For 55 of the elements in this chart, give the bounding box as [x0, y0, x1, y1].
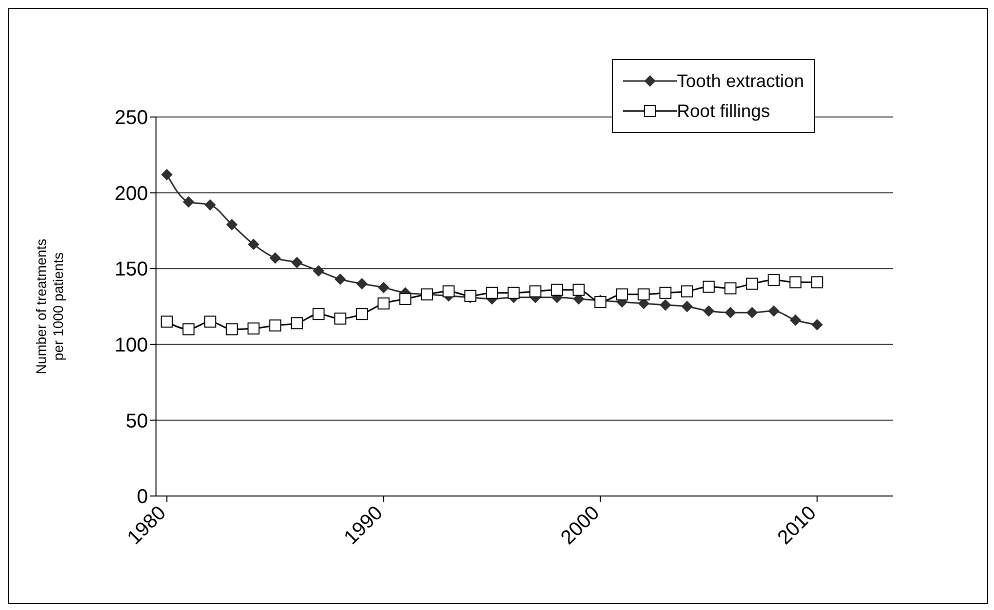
point	[703, 306, 714, 317]
point	[226, 219, 238, 230]
point	[161, 169, 172, 180]
point	[572, 284, 585, 296]
point	[702, 280, 715, 293]
point	[226, 323, 238, 336]
point	[529, 285, 542, 298]
y-tick-label: 150	[114, 258, 148, 281]
point	[486, 286, 498, 299]
point	[746, 278, 758, 290]
point	[508, 286, 520, 299]
point	[183, 196, 194, 208]
point	[204, 199, 216, 210]
point	[768, 274, 780, 286]
point	[659, 286, 672, 299]
point	[290, 317, 303, 330]
point	[356, 278, 368, 290]
point	[682, 301, 693, 312]
point	[442, 285, 455, 298]
point	[724, 307, 736, 318]
y-tick-label: 50	[126, 410, 148, 432]
point	[291, 257, 302, 268]
point	[681, 285, 694, 298]
point	[270, 252, 281, 264]
point	[378, 297, 390, 310]
point	[789, 276, 802, 288]
point	[269, 319, 282, 332]
point	[399, 292, 412, 305]
point	[616, 288, 628, 300]
point	[790, 314, 801, 326]
point	[356, 308, 368, 320]
point	[660, 299, 671, 310]
y-tick-label: 200	[114, 182, 148, 205]
point	[204, 316, 216, 328]
y-tick-label: 0	[136, 486, 148, 508]
legend-label: Tooth extraction	[676, 70, 804, 92]
point	[334, 312, 346, 325]
point	[812, 319, 823, 330]
point	[334, 274, 346, 285]
point	[313, 265, 324, 276]
legend-label: Root fillings	[676, 100, 770, 122]
point	[182, 323, 195, 336]
y-tick-label: 250	[114, 107, 148, 130]
y-tick-label: 100	[114, 334, 148, 356]
point	[638, 288, 650, 300]
point	[248, 322, 260, 334]
y-axis-title: Number of treatments per 1000 patients	[33, 238, 66, 374]
point	[724, 282, 736, 294]
point	[378, 282, 390, 294]
point	[312, 308, 325, 320]
point	[746, 307, 758, 318]
point	[248, 238, 260, 250]
point	[768, 306, 780, 317]
point	[551, 284, 564, 296]
point	[160, 316, 173, 328]
